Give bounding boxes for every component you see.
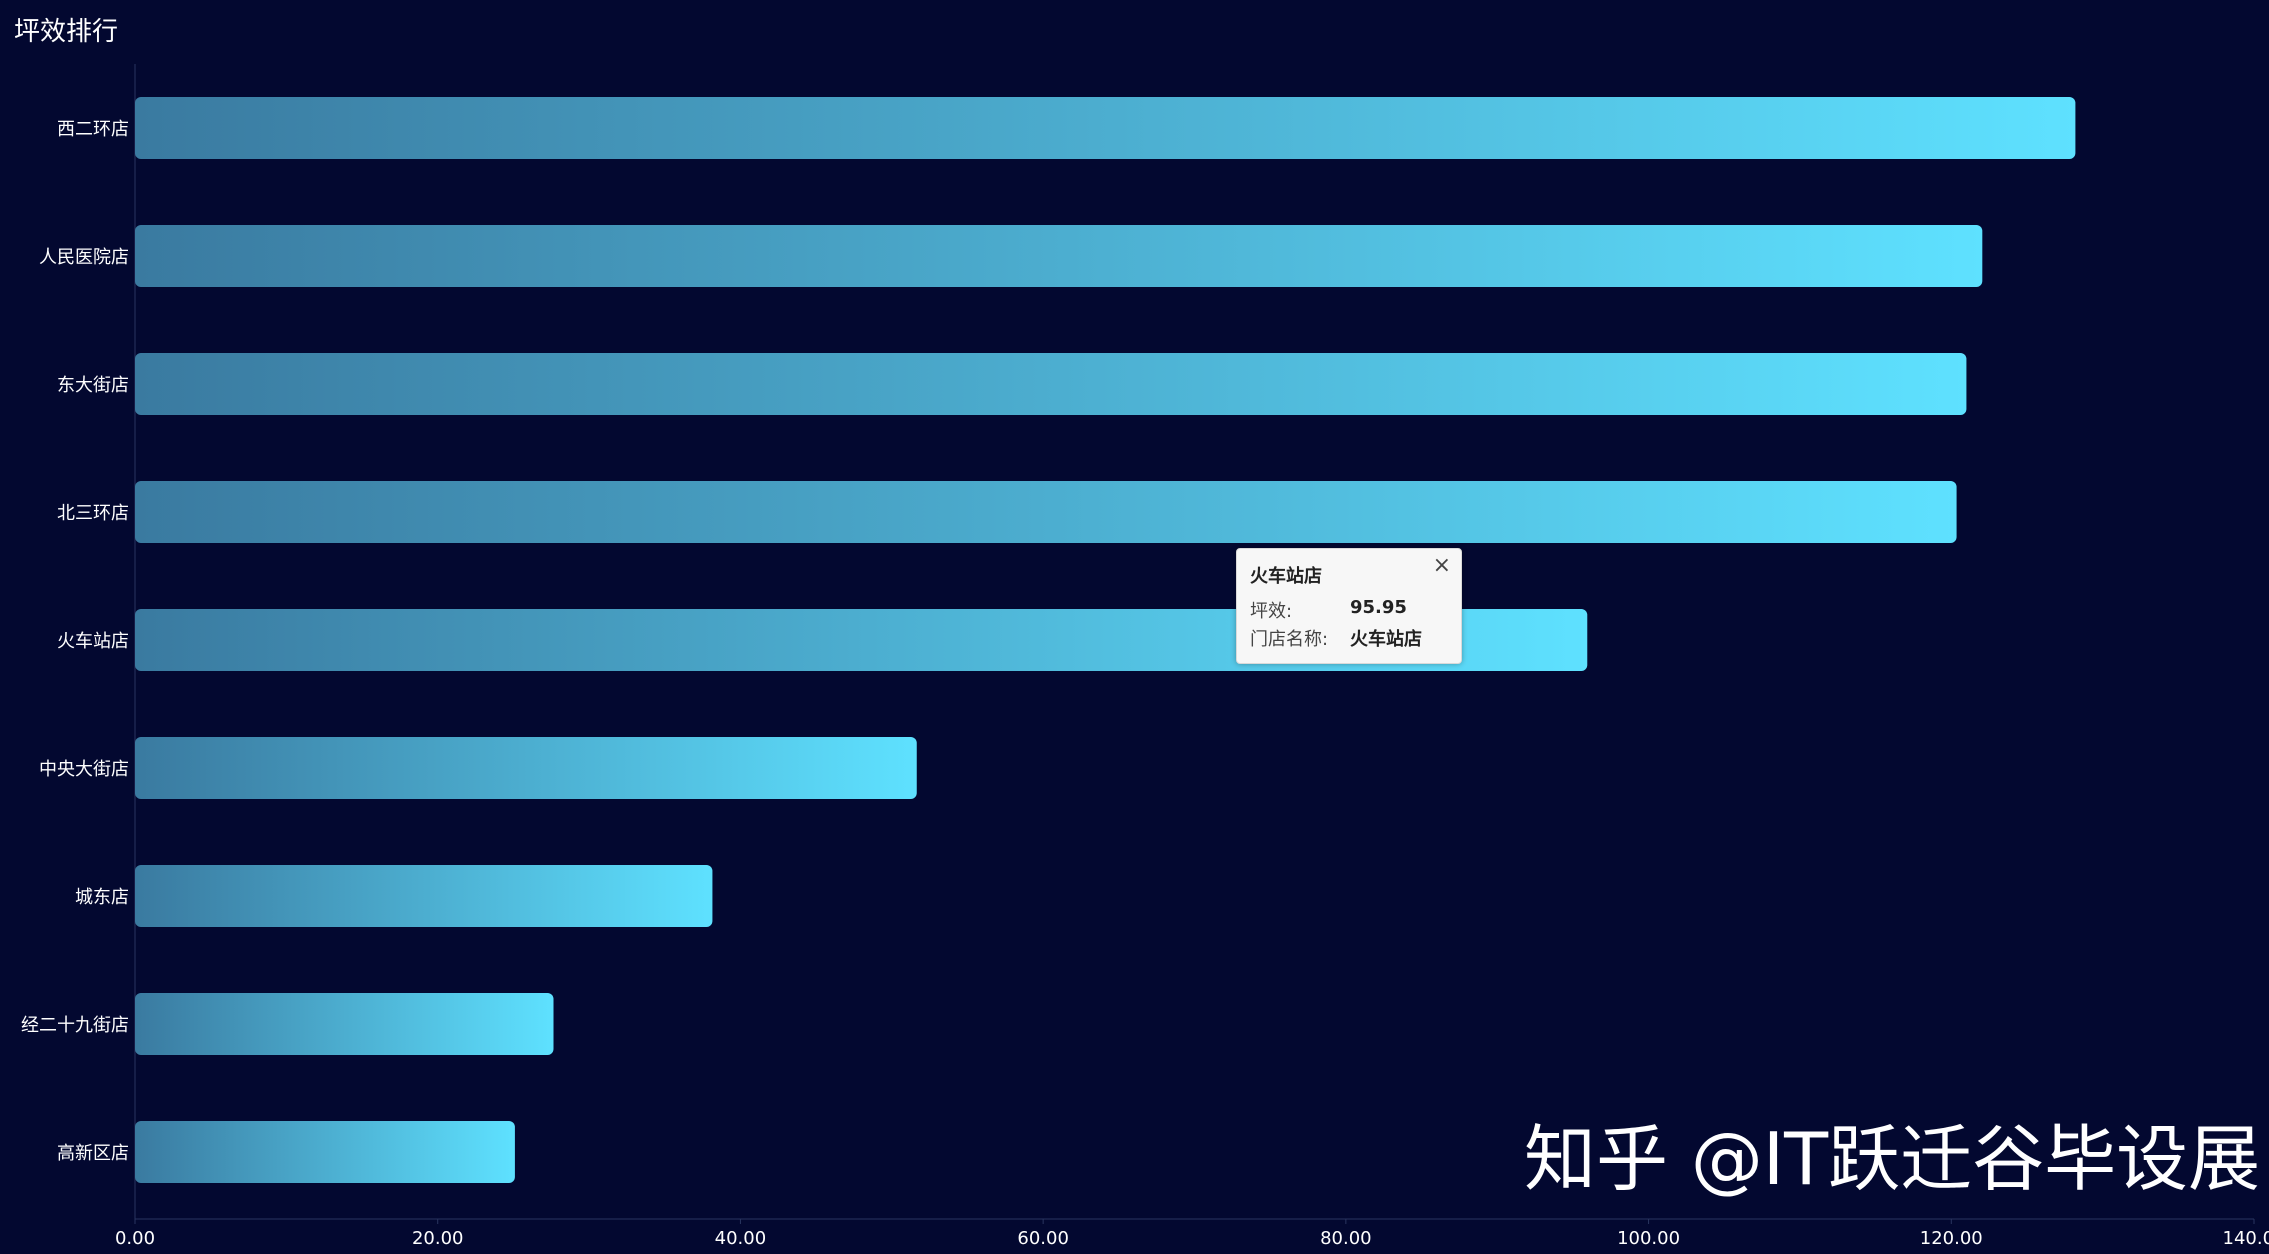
tooltip-label-store: 门店名称: xyxy=(1250,629,1329,650)
category-label: 城东店 xyxy=(75,887,129,908)
tooltip-value-metric: 95.95 xyxy=(1350,597,1407,618)
chart-title: 坪效排行 xyxy=(14,17,119,47)
bar-4[interactable] xyxy=(135,609,1588,671)
x-tick-label: 20.00 xyxy=(412,1228,464,1249)
bar-3[interactable] xyxy=(135,481,1957,543)
category-label: 北三环店 xyxy=(57,503,129,524)
category-label: 经二十九街店 xyxy=(21,1015,129,1036)
x-tick-label: 60.00 xyxy=(1017,1228,1069,1249)
bar-2[interactable] xyxy=(135,353,1967,415)
x-tick-label: 40.00 xyxy=(715,1228,767,1249)
bar-8[interactable] xyxy=(135,1121,515,1183)
bar-7[interactable] xyxy=(135,993,554,1055)
tooltip-label-metric: 坪效: xyxy=(1250,601,1293,622)
x-tick-label: 100.00 xyxy=(1617,1228,1680,1249)
x-tick-label: 140.00 xyxy=(2223,1228,2269,1249)
category-label: 中央大街店 xyxy=(39,759,129,780)
tooltip: 火车站店 × 坪效: 95.95 门店名称: 火车站店 xyxy=(1236,548,1462,664)
close-icon[interactable]: × xyxy=(1432,553,1451,578)
bar-0[interactable] xyxy=(135,97,2076,159)
category-label: 人民医院店 xyxy=(39,247,129,268)
tooltip-value-store: 火车站店 xyxy=(1350,629,1422,650)
bar-1[interactable] xyxy=(135,225,1983,287)
watermark-text: 知乎 @IT跃迁谷毕设展 xyxy=(1524,1117,2261,1201)
x-tick-label: 0.00 xyxy=(115,1228,155,1249)
x-tick-label: 80.00 xyxy=(1320,1228,1372,1249)
tooltip-title: 火车站店 xyxy=(1250,566,1322,587)
category-label: 火车站店 xyxy=(57,631,129,652)
category-label: 高新区店 xyxy=(57,1143,129,1164)
category-label: 西二环店 xyxy=(57,119,129,140)
bar-6[interactable] xyxy=(135,865,713,927)
category-label: 东大街店 xyxy=(57,375,129,396)
x-tick-label: 120.00 xyxy=(1920,1228,1983,1249)
bar-5[interactable] xyxy=(135,737,917,799)
